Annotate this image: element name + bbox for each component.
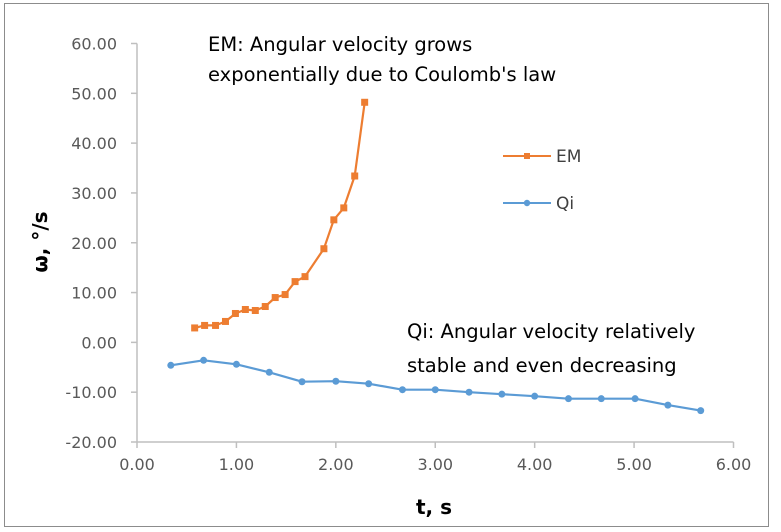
series-em-line <box>194 102 366 329</box>
x-tick-label: 3.00 <box>417 455 453 474</box>
x-tick-label: 2.00 <box>318 455 354 474</box>
data-point-em <box>191 324 199 332</box>
chart-frame <box>4 3 769 527</box>
x-tick-label: 4.00 <box>517 455 553 474</box>
data-point-em <box>201 321 209 329</box>
data-point-qi <box>465 388 473 396</box>
data-point-qi <box>200 356 208 364</box>
series-layer <box>167 98 705 415</box>
data-point-qi <box>597 395 605 403</box>
annotation-em-line-1: EM: Angular velocity grows <box>208 33 472 56</box>
data-point-em <box>320 245 328 253</box>
data-point-em <box>361 98 369 106</box>
data-point-qi <box>697 407 705 415</box>
x-axis-title: t, s <box>416 495 452 519</box>
data-point-em <box>212 321 220 329</box>
legend-item-qi: Qi <box>503 194 574 214</box>
data-point-em <box>241 305 249 313</box>
y-tick-label: -10.00 <box>65 383 117 402</box>
data-point-em <box>221 317 229 325</box>
y-tick-label: -20.00 <box>65 433 117 452</box>
data-point-em <box>351 172 359 180</box>
x-tick-label: 0.00 <box>119 455 155 474</box>
data-point-em <box>271 294 279 302</box>
y-tick-label: 40.00 <box>71 134 117 153</box>
data-point-qi <box>332 377 340 385</box>
y-tick-label: 20.00 <box>71 234 117 253</box>
data-point-em <box>291 278 299 286</box>
data-point-qi <box>265 368 273 376</box>
legend-em-marker <box>524 153 530 159</box>
data-point-qi <box>498 390 506 398</box>
data-point-qi <box>398 386 406 394</box>
series-em <box>191 98 369 332</box>
data-point-em <box>330 216 338 224</box>
x-ticks: 0.00 1.00 2.00 3.00 4.00 5.00 6.00 <box>119 442 751 474</box>
x-tick-label: 5.00 <box>616 455 652 474</box>
y-axis-title: ω, °/s <box>28 211 52 272</box>
x-tick-label: 1.00 <box>219 455 255 474</box>
y-tick-label: 60.00 <box>71 35 117 54</box>
y-ticks: -20.00 -10.00 0.00 10.00 20.00 30.00 40.00 50.0… <box>65 35 137 452</box>
data-point-em <box>261 303 269 311</box>
data-point-qi <box>664 401 672 409</box>
x-tick-label: 6.00 <box>716 455 752 474</box>
data-point-em <box>281 291 289 299</box>
y-tick-label: 30.00 <box>71 184 117 203</box>
data-point-qi <box>232 360 240 368</box>
y-tick-label: 0.00 <box>81 333 117 352</box>
data-point-em <box>340 204 348 212</box>
annotation-qi: Qi: Angular velocity relatively stable a… <box>407 320 695 377</box>
data-point-em <box>231 309 239 317</box>
axes: -20.00 -10.00 0.00 10.00 20.00 30.00 40.00 50.0… <box>65 35 751 475</box>
data-point-qi <box>564 395 572 403</box>
data-point-qi <box>298 378 306 386</box>
legend-item-em: EM <box>503 147 581 167</box>
data-point-em <box>301 273 309 281</box>
data-point-em <box>251 306 259 314</box>
data-point-qi <box>431 386 439 394</box>
data-point-qi <box>365 380 373 388</box>
data-point-qi <box>167 361 175 369</box>
data-point-qi <box>631 395 639 403</box>
legend-qi-marker <box>523 199 531 207</box>
annotation-qi-line-2: stable and even decreasing <box>407 354 677 377</box>
y-tick-label: 50.00 <box>71 84 117 103</box>
legend-qi-label: Qi <box>556 194 574 214</box>
data-point-qi <box>531 392 539 400</box>
legend-em-label: EM <box>556 147 581 167</box>
legend: EM Qi <box>503 147 581 214</box>
annotation-qi-line-1: Qi: Angular velocity relatively <box>407 320 695 343</box>
annotation-em: EM: Angular velocity grows exponentially… <box>208 33 556 86</box>
annotation-em-line-2: exponentially due to Coulomb's law <box>208 63 556 86</box>
series-qi <box>167 356 705 415</box>
y-tick-label: 10.00 <box>71 284 117 303</box>
